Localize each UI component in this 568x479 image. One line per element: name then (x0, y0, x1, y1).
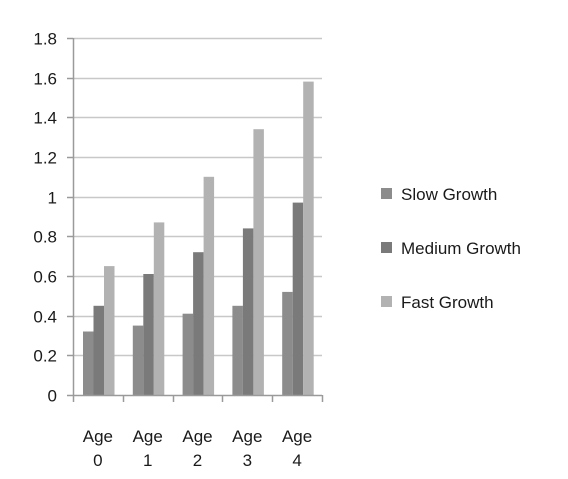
bar-medium-growth-3 (242, 228, 254, 395)
y-tick-label: 0.4 (33, 308, 57, 327)
bar-fast-growth-3 (253, 129, 264, 395)
legend-label: Slow Growth (401, 185, 497, 204)
bar-slow-growth-3 (232, 305, 243, 396)
y-tick-label: 0.6 (33, 268, 57, 287)
bar-fast-growth-1 (153, 222, 165, 395)
x-tick-label: Age (133, 427, 163, 446)
bar-medium-growth-2 (193, 252, 204, 395)
x-tick-label: 4 (292, 451, 301, 470)
y-tick-label: 0 (48, 387, 57, 406)
x-tick-label: 3 (243, 451, 252, 470)
x-tick-label: 0 (93, 451, 102, 470)
y-tick-label: 1 (48, 189, 57, 208)
x-tick-label: Age (83, 427, 113, 446)
x-tick-label: Age (232, 427, 262, 446)
legend-label: Fast Growth (401, 293, 494, 312)
bar-fast-growth-0 (104, 266, 115, 395)
x-axis-tick-labels: Age 0 Age 1 Age 2 Age 3 Age 4 (83, 427, 312, 470)
x-tick-label: 1 (143, 451, 152, 470)
x-tick-label: 2 (193, 451, 202, 470)
bar-fast-growth-4 (303, 81, 314, 395)
y-tick-label: 0.2 (33, 347, 57, 366)
y-tick-label: 1.4 (33, 109, 57, 128)
x-tick-label: Age (282, 427, 312, 446)
bar-slow-growth-0 (83, 331, 94, 395)
legend-swatch-fast-growth (381, 296, 392, 307)
bar-medium-growth-1 (143, 274, 154, 395)
bar-slow-growth-4 (282, 291, 293, 395)
bars (83, 81, 314, 396)
y-tick-label: 1.6 (33, 70, 57, 89)
legend-label: Medium Growth (401, 239, 521, 258)
legend-swatch-medium-growth (381, 242, 392, 253)
bar-fast-growth-2 (203, 176, 215, 395)
y-tick-label: 1.2 (33, 149, 57, 168)
y-axis-tick-labels: 0 0.2 0.4 0.6 0.8 1 1.2 1.4 1.6 1.8 (33, 30, 57, 406)
bar-slow-growth-2 (182, 313, 194, 395)
bar-medium-growth-4 (292, 202, 304, 395)
y-tick-label: 1.8 (33, 30, 57, 49)
legend: Slow Growth Medium Growth Fast Growth (381, 185, 521, 312)
axes (67, 37, 324, 402)
x-tick-label: Age (182, 427, 212, 446)
legend-swatch-slow-growth (381, 188, 392, 199)
bar-slow-growth-1 (132, 325, 144, 395)
y-tick-label: 0.8 (33, 228, 57, 247)
bar-medium-growth-0 (93, 305, 104, 396)
